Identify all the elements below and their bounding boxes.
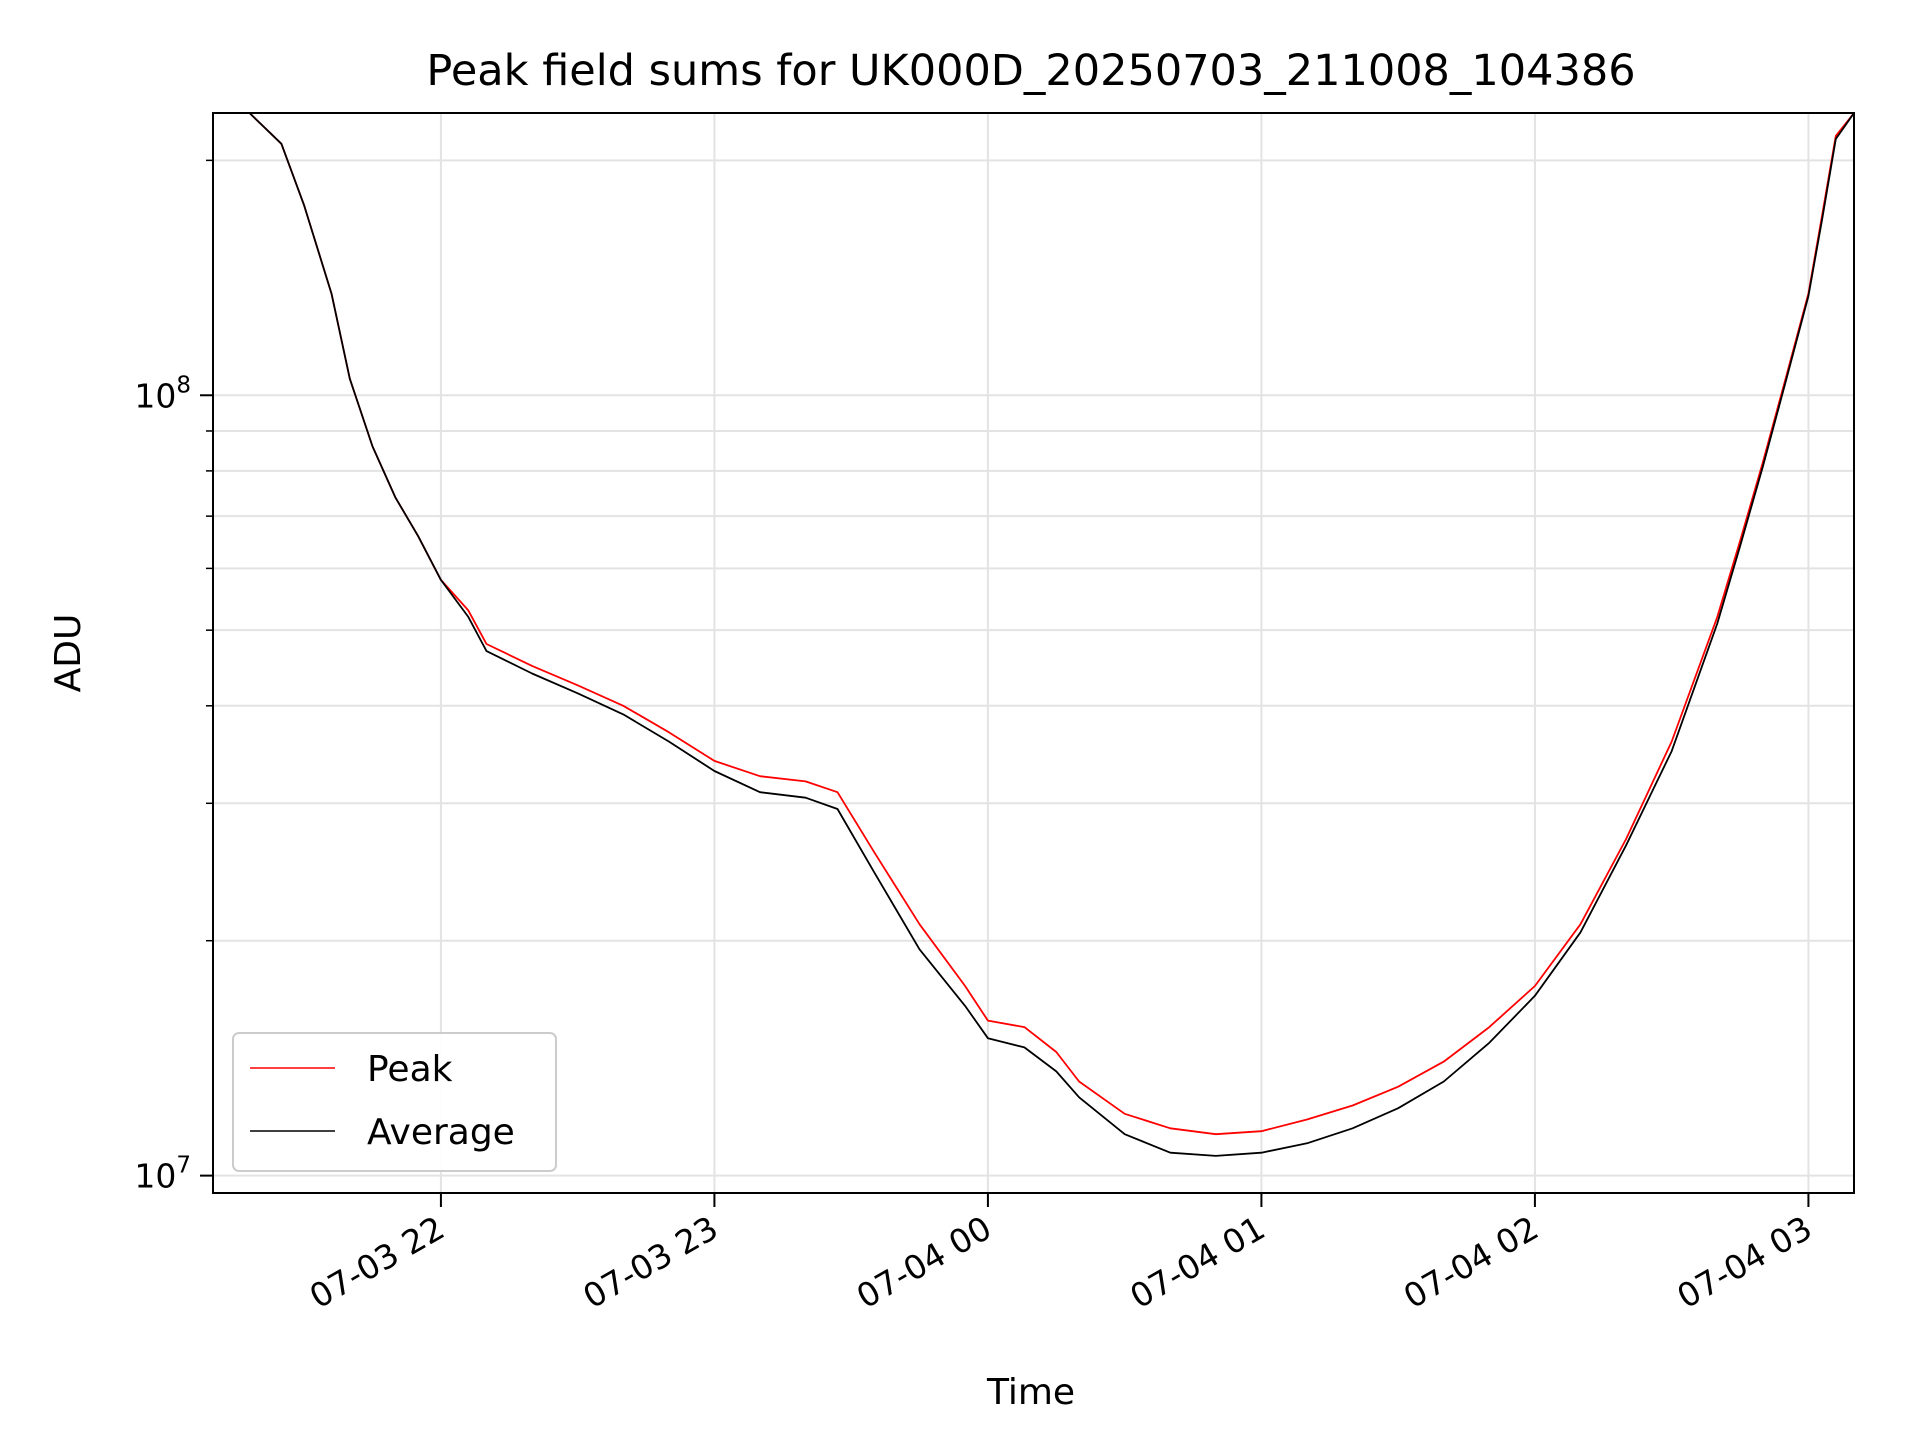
grid	[213, 113, 1854, 1193]
series-layer	[213, 112, 1855, 1157]
series-line-average	[213, 112, 1855, 1157]
legend-average-label: Average	[367, 1112, 515, 1153]
y-axis-ticks: 107 108	[134, 159, 213, 1196]
x-axis-label: Time	[986, 1372, 1075, 1413]
plot-frame	[212, 112, 1855, 1194]
legend-peak-label: Peak	[367, 1049, 453, 1090]
y-tick-label: 107	[134, 1153, 191, 1196]
y-axis-label: ADU	[48, 614, 89, 693]
chart-title: Peak field sums for UK000D_20250703_2110…	[426, 46, 1635, 96]
y-tick-label: 108	[134, 372, 191, 415]
legend: Peak Average	[232, 1032, 557, 1172]
